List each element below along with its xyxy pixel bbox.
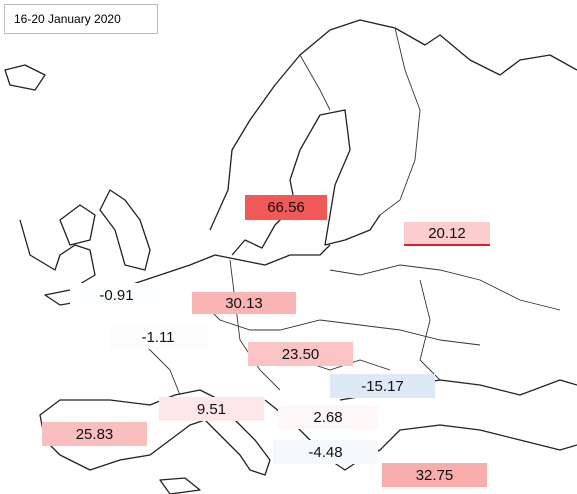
value-label: 25.83 [42, 422, 147, 446]
value-label: 23.50 [248, 342, 353, 366]
value-label: -0.91 [70, 283, 163, 307]
value-label: 9.51 [159, 397, 264, 421]
value-label: 20.12 [404, 222, 490, 246]
value-label: 66.56 [245, 195, 327, 220]
coastline [231, 109, 381, 256]
coastline [209, 19, 577, 231]
value-label: -15.17 [330, 374, 435, 398]
coastline [99, 189, 151, 271]
value-label: 2.68 [278, 405, 378, 429]
map-title: 16-20 January 2020 [4, 4, 158, 34]
coastline [4, 64, 46, 91]
coastline [59, 204, 96, 246]
value-label: 30.13 [192, 292, 296, 314]
value-label: -1.11 [108, 325, 208, 349]
value-label: -4.48 [273, 440, 378, 464]
coastline [159, 477, 201, 494]
value-label: 32.75 [382, 463, 487, 487]
